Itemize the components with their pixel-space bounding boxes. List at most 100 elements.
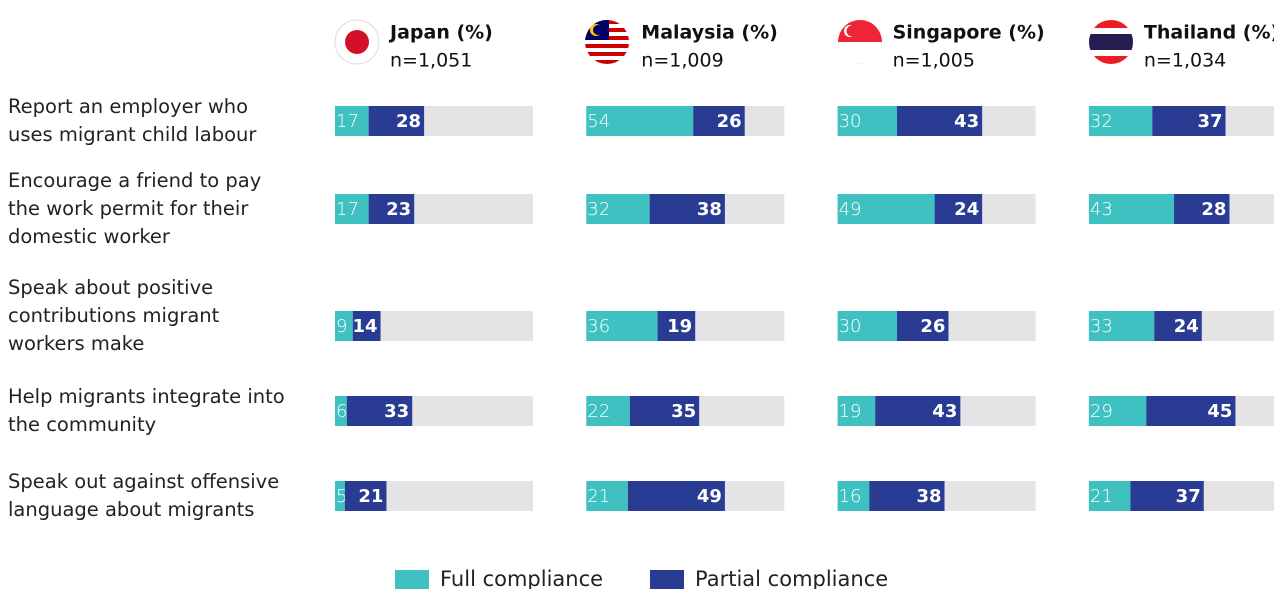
value-label: 43 (954, 111, 979, 132)
value-label: 5 (336, 486, 347, 507)
bar-segment (837, 106, 897, 136)
bar-segment (837, 311, 897, 341)
value-label: 54 (587, 111, 610, 132)
legend-swatch (650, 570, 684, 589)
value-label: 33 (1090, 316, 1113, 337)
panel-title: Singapore (%) (893, 22, 1045, 44)
bar-segment (346, 396, 413, 426)
bar-segment (335, 396, 347, 426)
row-label: Speak about positive contributions migra… (8, 276, 220, 355)
value-label: 35 (671, 401, 696, 422)
flag-singapore (838, 20, 882, 64)
panel-subtitle: n=1,005 (893, 50, 975, 72)
panel-title: Japan (%) (388, 22, 493, 44)
value-label: 19 (839, 401, 862, 422)
legend-label: Full compliance (440, 567, 603, 589)
bar-segment (1088, 194, 1175, 224)
value-label: 6 (336, 401, 347, 422)
bar-segment (897, 311, 949, 341)
row-label: Encourage a friend to pay the work permi… (8, 169, 262, 248)
value-label: 26 (920, 316, 945, 337)
value-label: 32 (1090, 111, 1113, 132)
bar-segment (1152, 106, 1226, 136)
value-label: 32 (587, 199, 610, 220)
value-label: 24 (1174, 316, 1199, 337)
bar-segment (1174, 194, 1230, 224)
value-label: 19 (667, 316, 692, 337)
value-label: 9 (336, 316, 347, 337)
bar-segment (1088, 481, 1131, 511)
value-label: 26 (717, 111, 742, 132)
value-label: 28 (396, 111, 421, 132)
value-label: 22 (587, 401, 610, 422)
value-label: 43 (1090, 199, 1113, 220)
value-label: 23 (386, 199, 411, 220)
value-label: 29 (1090, 401, 1113, 422)
value-label: 30 (839, 111, 862, 132)
bar-segment (869, 481, 945, 511)
value-label: 21 (587, 486, 610, 507)
value-label: 37 (1197, 111, 1222, 132)
bar-segment (837, 194, 935, 224)
value-label: 33 (384, 401, 409, 422)
value-label: 30 (839, 316, 862, 337)
bar-segment (335, 194, 369, 224)
value-label: 49 (697, 486, 722, 507)
value-label: 38 (916, 486, 941, 507)
value-label: 36 (587, 316, 610, 337)
flag-japan (334, 19, 380, 65)
bar-segment (1088, 106, 1153, 136)
bar-segment (657, 311, 696, 341)
bar-segment (344, 481, 387, 511)
bar-segment (586, 106, 694, 136)
bar-segment (352, 311, 381, 341)
panel-title: Malaysia (%) (641, 22, 778, 44)
bar-segment (586, 194, 650, 224)
bar-segment (1154, 311, 1202, 341)
value-label: 43 (932, 401, 957, 422)
bar-segment (1088, 311, 1155, 341)
bar-segment (875, 396, 961, 426)
value-label: 17 (336, 199, 359, 220)
panel-subtitle: n=1,034 (1144, 50, 1226, 72)
value-label: 17 (336, 111, 359, 132)
bar-segment (1130, 481, 1204, 511)
bar-segment (335, 481, 345, 511)
bar-segment (335, 311, 353, 341)
value-label: 28 (1201, 199, 1226, 220)
panel-subtitle: n=1,009 (641, 50, 723, 72)
row-label: Report an employer who uses migrant chil… (8, 95, 257, 146)
panel-title: Thailand (%) (1144, 22, 1274, 44)
value-label: 49 (839, 199, 862, 220)
value-label: 37 (1176, 486, 1201, 507)
bar-segment (627, 481, 725, 511)
bar-segment (897, 106, 983, 136)
value-label: 16 (839, 486, 862, 507)
bar-segment (368, 194, 415, 224)
bar-segment (1146, 396, 1236, 426)
bar-segment (693, 106, 745, 136)
bar-segment (586, 396, 630, 426)
bar-segment (837, 481, 870, 511)
bar-segment (934, 194, 983, 224)
bar-segment (586, 481, 628, 511)
bar-segment (837, 396, 876, 426)
legend-swatch (395, 570, 429, 589)
legend-label: Partial compliance (695, 567, 888, 589)
value-label: 24 (954, 199, 979, 220)
bar-segment (335, 106, 369, 136)
bar-segment (1088, 396, 1147, 426)
value-label: 21 (1090, 486, 1113, 507)
value-label: 14 (352, 316, 377, 337)
bar-segment (649, 194, 725, 224)
bar-segment (368, 106, 425, 136)
bar-segment (629, 396, 700, 426)
value-label: 21 (358, 486, 383, 507)
row-label: Speak out against offensive language abo… (8, 470, 280, 521)
flag-thailand (1089, 20, 1133, 64)
row-label: Help migrants integrate into the communi… (8, 385, 285, 436)
bar-segment (586, 311, 658, 341)
flag-malaysia (585, 20, 629, 64)
